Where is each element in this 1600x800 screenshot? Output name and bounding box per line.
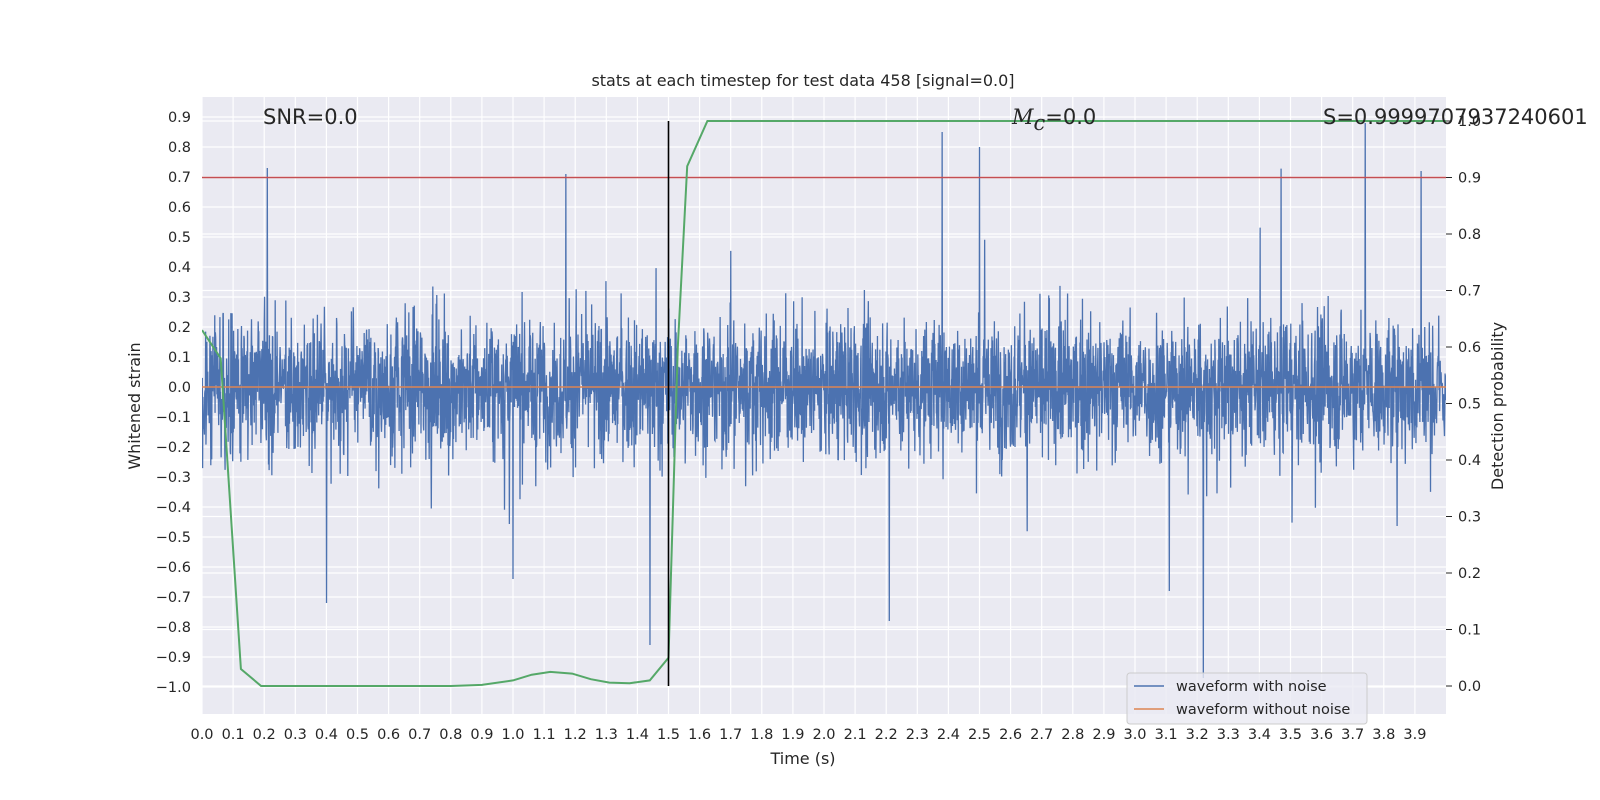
x-tick-label: 3.0: [1123, 727, 1146, 743]
x-tick-label: 3.6: [1310, 727, 1333, 743]
x-tick-label: 2.7: [1030, 727, 1053, 743]
x-tick-label: 1.7: [719, 727, 742, 743]
snr-annotation: SNR=0.0: [263, 105, 358, 129]
y2-tick-label: 0.5: [1458, 397, 1481, 413]
chart-title: stats at each timestep for test data 458…: [591, 71, 1014, 90]
x-tick-label: 2.6: [999, 727, 1022, 743]
x-axis-label: Time (s): [769, 749, 835, 768]
y2-tick-label: 1.0: [1458, 114, 1481, 130]
x-tick-label: 2.8: [1061, 727, 1084, 743]
series-detection-probability: [202, 120, 1446, 687]
y-tick-label: −0.5: [156, 530, 191, 546]
x-tick-label: 2.1: [844, 727, 867, 743]
y-tick-label: −0.6: [156, 560, 191, 576]
y2-tick-label: 0.0: [1458, 679, 1481, 695]
x-tick-label: 3.4: [1248, 727, 1271, 743]
x-tick-label: 0.3: [284, 727, 307, 743]
x-tick-label: 2.2: [875, 727, 898, 743]
x-tick-label: 0.9: [470, 727, 493, 743]
y2-tick-label: 0.2: [1458, 566, 1481, 582]
y-tick-label: 0.4: [168, 260, 191, 276]
y2-tick-label: 0.9: [1458, 171, 1481, 187]
y2-tick-label: 0.8: [1458, 227, 1481, 243]
x-tick-label: 1.1: [533, 727, 556, 743]
x-tick-label: 2.5: [968, 727, 991, 743]
legend-box: [1126, 672, 1368, 725]
y-tick-label: −0.9: [156, 650, 191, 666]
y-tick-label: −0.3: [156, 470, 191, 486]
legend-label-with-noise: waveform with noise: [1176, 679, 1327, 695]
legend: waveform with noise waveform without noi…: [1126, 672, 1368, 725]
y-tick-label: 0.7: [168, 170, 191, 186]
y-tick-label: 0.8: [168, 140, 191, 156]
x-tick-label: 3.9: [1403, 727, 1426, 743]
y-tick-label: 0.1: [168, 350, 191, 366]
chirp-mass-annotation: Mc=0.0: [1011, 105, 1096, 135]
x-tick-label: 1.3: [595, 727, 618, 743]
x-tick-label: 1.4: [626, 727, 649, 743]
x-tick-label: 3.7: [1341, 727, 1364, 743]
s-annotation: S=0.9999707937240601: [1323, 105, 1588, 129]
x-tick-label: 1.9: [781, 727, 804, 743]
x-tick-label: 0.8: [439, 727, 462, 743]
y-tick-label: 0.2: [168, 320, 191, 336]
x-axis-ticks: 0.0 0.1 0.2 0.3 0.4 0.5 0.6 0.7 0.8 0.9 1.0 1.1 1.2 1…: [190, 727, 1426, 743]
chirp-mass-symbol: M: [1011, 105, 1034, 129]
y2-axis-ticks: 1.0 0.9 0.8 0.7 0.6 0.5 0.4 0.3 0.2 0.1 0.0: [1446, 114, 1481, 695]
y2-tick-label: 0.7: [1458, 284, 1481, 300]
y-tick-label: 0.5: [168, 230, 191, 246]
y-axis-ticks: 0.9 0.8 0.7 0.6 0.5 0.4 0.3 0.2 0.1 0.0 −0.1 −0.2 −0…: [156, 110, 191, 696]
x-tick-label: 0.0: [190, 727, 213, 743]
y-tick-label: 0.9: [168, 110, 191, 126]
y2-tick-label: 0.1: [1458, 623, 1481, 639]
y-tick-label: −0.7: [156, 590, 191, 606]
x-tick-label: 1.5: [657, 727, 680, 743]
chirp-mass-subscript: c: [1034, 111, 1046, 135]
x-tick-label: 1.0: [501, 727, 524, 743]
chirp-mass-value: =0.0: [1045, 105, 1096, 129]
y-tick-label: −0.8: [156, 620, 191, 636]
y-tick-label: −0.4: [156, 500, 191, 516]
x-tick-label: 2.9: [1092, 727, 1115, 743]
x-tick-label: 0.5: [346, 727, 369, 743]
y2-axis-label: Detection probability: [1488, 322, 1507, 490]
y-tick-label: 0.0: [168, 380, 191, 396]
y-tick-label: 0.3: [168, 290, 191, 306]
x-tick-label: 0.1: [222, 727, 245, 743]
x-tick-label: 3.8: [1372, 727, 1395, 743]
y-tick-label: −0.1: [156, 410, 191, 426]
x-tick-label: 0.2: [253, 727, 276, 743]
x-tick-label: 3.1: [1155, 727, 1178, 743]
y2-tick-label: 0.3: [1458, 510, 1481, 526]
y2-tick-label: 0.6: [1458, 340, 1481, 356]
y-tick-label: −1.0: [156, 680, 191, 696]
x-tick-label: 1.2: [564, 727, 587, 743]
x-tick-label: 0.6: [377, 727, 400, 743]
x-tick-label: 2.4: [937, 727, 960, 743]
x-tick-label: 1.8: [750, 727, 773, 743]
x-tick-label: 3.5: [1279, 727, 1302, 743]
x-tick-label: 3.3: [1217, 727, 1240, 743]
y-axis-label: Whitened strain: [125, 342, 144, 469]
x-tick-label: 0.4: [315, 727, 338, 743]
x-tick-label: 1.6: [688, 727, 711, 743]
x-tick-label: 2.0: [812, 727, 835, 743]
x-tick-label: 2.3: [906, 727, 929, 743]
y2-tick-label: 0.4: [1458, 453, 1481, 469]
x-tick-label: 3.2: [1186, 727, 1209, 743]
x-tick-label: 0.7: [408, 727, 431, 743]
y-tick-label: −0.2: [156, 440, 191, 456]
legend-label-without-noise: waveform without noise: [1176, 702, 1350, 718]
series-waveform-with-noise: [202, 122, 1446, 679]
y-tick-label: 0.6: [168, 200, 191, 216]
